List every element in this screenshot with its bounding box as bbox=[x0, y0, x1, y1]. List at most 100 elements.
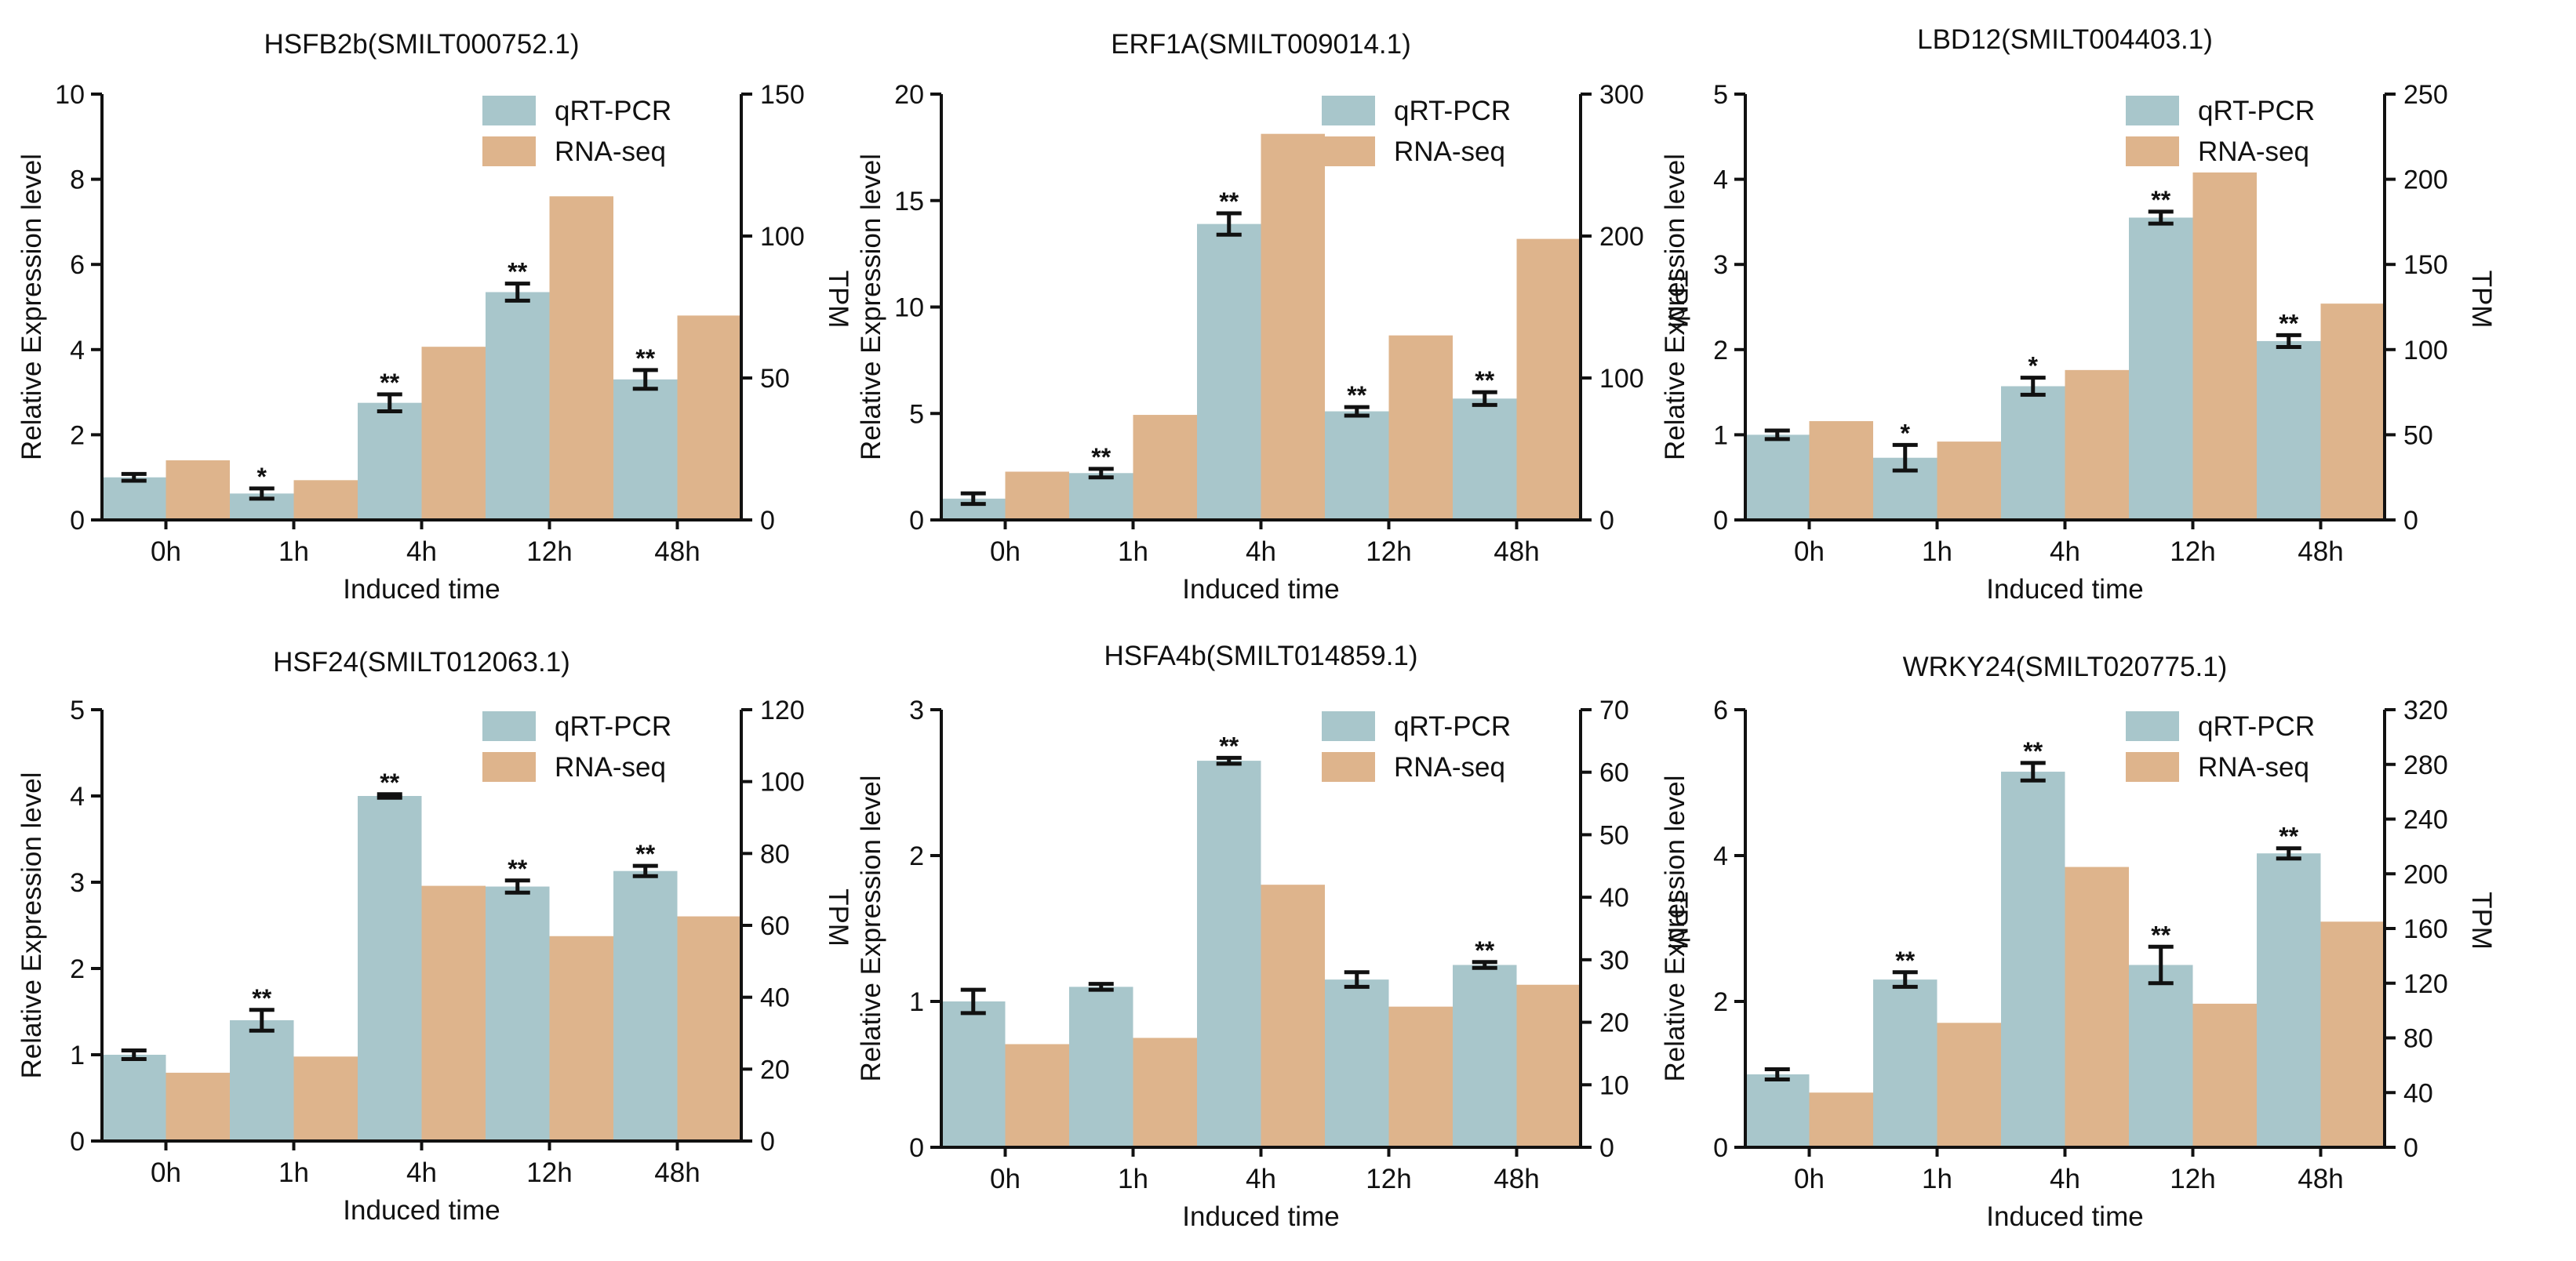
y-axis-label: Relative Expression level bbox=[16, 772, 47, 1078]
bar-rna-seq-48h bbox=[2320, 921, 2385, 1147]
error-bar-1h bbox=[1088, 467, 1114, 480]
bar-rna-seq-12h bbox=[2192, 1003, 2257, 1147]
y2-tick-label: 70 bbox=[1599, 696, 1629, 725]
error-bar-1h bbox=[1088, 982, 1114, 992]
y2-tick-label: 160 bbox=[2403, 914, 2448, 944]
bar-qrt-pcr-48h bbox=[2257, 340, 2321, 520]
chart-panel-0: HSFB2b(SMILT000752.1) 0h * 1h ** 4h ** 12h ** 48h… bbox=[16, 29, 853, 605]
x-axis-label: Induced time bbox=[1182, 1201, 1339, 1232]
x-tick-label-12h: 12h bbox=[1366, 1164, 1411, 1194]
y-tick-label: 0 bbox=[1713, 1133, 1728, 1163]
y2-tick-label: 30 bbox=[1599, 946, 1629, 976]
bar-qrt-pcr-12h bbox=[1325, 979, 1389, 1147]
y-tick-label: 2 bbox=[70, 954, 85, 984]
y-tick-label: 8 bbox=[70, 165, 85, 195]
significance-mark-12h: ** bbox=[508, 855, 527, 883]
legend-swatch-rna-seq bbox=[2126, 136, 2179, 166]
error-bar-0h bbox=[1764, 1067, 1790, 1082]
bar-rna-seq-1h bbox=[1937, 1023, 2001, 1147]
y2-tick-label: 100 bbox=[2403, 336, 2448, 365]
significance-mark-48h: ** bbox=[2279, 823, 2298, 851]
y-tick-label: 0 bbox=[70, 1127, 85, 1157]
legend-swatch-rna-seq bbox=[482, 136, 536, 166]
x-tick-label-4h: 4h bbox=[1246, 536, 1276, 567]
y-tick-label: 4 bbox=[1713, 165, 1728, 195]
chart-panel-1: ERF1A(SMILT009014.1) 0h ** 1h ** 4h ** 12h ** 48h… bbox=[856, 29, 1693, 605]
bar-qrt-pcr-48h bbox=[2257, 853, 2321, 1147]
y2-tick-label: 80 bbox=[2403, 1024, 2433, 1054]
legend-label-qrt-pcr: qRT-PCR bbox=[1394, 96, 1511, 126]
x-tick-label-12h: 12h bbox=[2170, 536, 2215, 567]
y2-tick-label: 0 bbox=[760, 1127, 775, 1157]
chart-panel-5: WRKY24(SMILT020775.1)0h**1h**4h**12h**48… bbox=[1660, 652, 2497, 1232]
y2-tick-label: 100 bbox=[1599, 364, 1644, 394]
y-tick-label: 3 bbox=[1713, 250, 1728, 280]
bar-qrt-pcr-4h bbox=[358, 796, 422, 1141]
bar-rna-seq-12h bbox=[2192, 172, 2257, 521]
error-bar-4h bbox=[377, 392, 402, 414]
significance-mark-48h: ** bbox=[635, 344, 655, 372]
y2-axis-label: TPM bbox=[2466, 892, 2497, 950]
y2-tick-label: 100 bbox=[760, 768, 805, 798]
chart-panel-4: HSFA4b(SMILT014859.1) 0h 1h ** 4h 12h ** 48h 0 1 2… bbox=[856, 641, 1693, 1232]
x-tick-label-0h: 0h bbox=[151, 536, 181, 567]
bar-qrt-pcr-1h bbox=[1873, 979, 1937, 1147]
legend-label-rna-seq: RNA-seq bbox=[1394, 136, 1505, 167]
y2-tick-label: 240 bbox=[2403, 805, 2448, 835]
x-axis-label: Induced time bbox=[343, 574, 500, 605]
x-tick-label-48h: 48h bbox=[654, 536, 700, 567]
legend-swatch-qrt-pcr bbox=[482, 711, 536, 741]
y-axis-label: Relative Expression level bbox=[856, 154, 886, 460]
bar-rna-seq-12h bbox=[1388, 335, 1453, 520]
y2-tick-label: 0 bbox=[1599, 506, 1614, 536]
bar-rna-seq-48h bbox=[1516, 984, 1581, 1147]
chart-title: ERF1A(SMILT009014.1) bbox=[1111, 29, 1411, 60]
y2-tick-label: 250 bbox=[2403, 80, 2448, 110]
legend-swatch-rna-seq bbox=[1322, 752, 1375, 782]
y-tick-label: 6 bbox=[1713, 696, 1728, 725]
significance-mark-4h: ** bbox=[380, 369, 399, 397]
error-bar-0h bbox=[960, 987, 986, 1016]
error-bar-4h bbox=[2020, 376, 2046, 397]
y2-tick-label: 40 bbox=[760, 983, 790, 1013]
axes bbox=[100, 94, 743, 521]
legend-label-qrt-pcr: qRT-PCR bbox=[1394, 711, 1511, 742]
bar-rna-seq-1h bbox=[293, 1056, 358, 1141]
bar-qrt-pcr-1h bbox=[1069, 987, 1133, 1147]
legend: qRT-PCR RNA-seq bbox=[1322, 96, 1511, 167]
x-axis-label: Induced time bbox=[1986, 1201, 2143, 1232]
bar-rna-seq-4h bbox=[1261, 885, 1325, 1147]
y2-tick-label: 20 bbox=[760, 1055, 790, 1085]
chart-panel-2: LBD12(SMILT004403.1) 0h * 1h * 4h ** 12h ** 48h 0 1… bbox=[1660, 24, 2497, 605]
error-bar-4h bbox=[377, 792, 402, 800]
legend-swatch-rna-seq bbox=[2126, 752, 2179, 782]
y2-axis-label: TPM bbox=[823, 271, 853, 329]
error-bar-0h bbox=[1764, 428, 1790, 442]
axes bbox=[940, 710, 1582, 1149]
y2-tick-label: 150 bbox=[2403, 250, 2448, 280]
y2-tick-label: 120 bbox=[760, 696, 805, 725]
bar-qrt-pcr-0h bbox=[941, 1001, 1006, 1147]
significance-mark-48h: ** bbox=[1475, 366, 1494, 394]
y2-tick-label: 60 bbox=[1599, 758, 1629, 788]
legend-label-rna-seq: RNA-seq bbox=[555, 752, 666, 783]
y-tick-label: 0 bbox=[1713, 506, 1728, 536]
bar-rna-seq-1h bbox=[1133, 415, 1197, 520]
bar-qrt-pcr-48h bbox=[613, 379, 678, 520]
y2-tick-label: 80 bbox=[760, 839, 790, 869]
legend-label-qrt-pcr: qRT-PCR bbox=[555, 96, 671, 126]
x-tick-label-1h: 1h bbox=[1922, 536, 1952, 567]
x-tick-label-0h: 0h bbox=[1794, 536, 1825, 567]
error-bar-4h bbox=[2020, 761, 2046, 783]
bar-rna-seq-0h bbox=[1005, 471, 1069, 520]
y2-axis-label: TPM bbox=[1662, 271, 1693, 329]
x-tick-label-4h: 4h bbox=[2050, 536, 2080, 567]
chart-panel-3: HSF24(SMILT012063.1) 0h ** 1h ** 4h ** 12h ** 48h… bbox=[16, 647, 853, 1226]
y-tick-label: 10 bbox=[55, 80, 85, 110]
x-tick-label-12h: 12h bbox=[526, 1157, 572, 1188]
bar-qrt-pcr-12h bbox=[2129, 217, 2193, 520]
y2-tick-label: 120 bbox=[2403, 969, 2448, 999]
error-bar-12h bbox=[504, 282, 530, 303]
y2-tick-label: 60 bbox=[760, 911, 790, 941]
x-tick-label-48h: 48h bbox=[654, 1157, 700, 1188]
